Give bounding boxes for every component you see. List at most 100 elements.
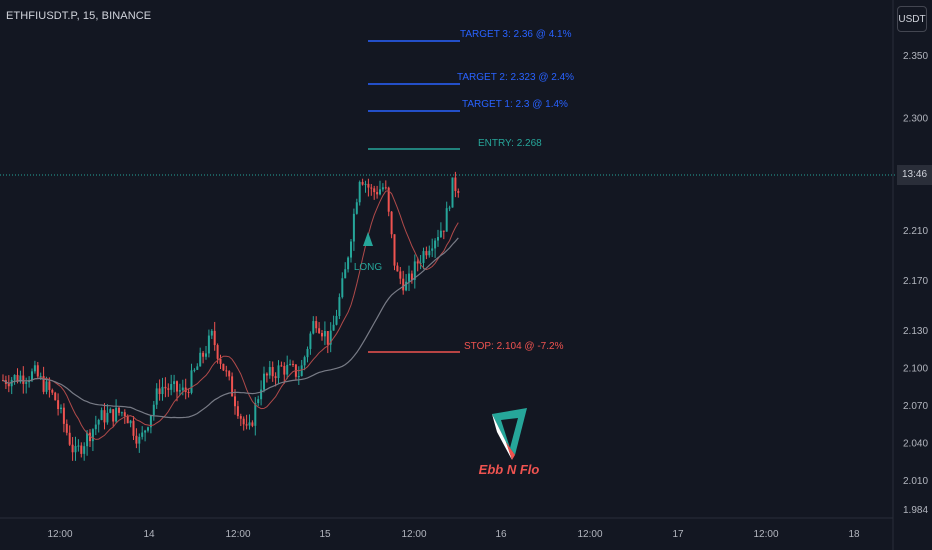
currency-selector[interactable]: USDT: [897, 6, 927, 32]
up-candle: [303, 357, 306, 366]
up-candle: [161, 386, 164, 395]
up-candle: [254, 403, 257, 426]
up-candle: [451, 177, 454, 208]
down-candle: [315, 321, 318, 329]
y-tick-label: 2.210: [903, 226, 928, 237]
up-candle: [422, 251, 425, 263]
down-candle: [390, 211, 393, 235]
x-tick-label: 12:00: [47, 529, 72, 540]
down-candle: [132, 420, 135, 436]
logo-wordmark: Ebb N Flo: [479, 462, 540, 477]
up-candle: [379, 189, 381, 195]
up-candle: [25, 382, 28, 384]
down-candle: [176, 381, 178, 392]
up-candle: [155, 388, 158, 405]
down-candle: [213, 330, 216, 346]
up-candle: [129, 420, 132, 424]
up-candle: [439, 230, 442, 238]
down-candle: [396, 265, 399, 272]
down-candle: [367, 183, 370, 188]
x-tick-label: 15: [319, 529, 331, 540]
down-candle: [318, 328, 321, 334]
down-candle: [373, 188, 376, 193]
up-candle: [152, 404, 155, 416]
entry-level-label: ENTRY: 2.268: [478, 138, 542, 149]
logo-red-shape: [506, 442, 515, 460]
down-candle: [228, 371, 231, 377]
y-tick-label: 2.010: [903, 476, 928, 487]
up-candle: [173, 381, 176, 385]
up-candle: [120, 412, 123, 414]
down-candle: [399, 271, 402, 279]
x-tick-label: 12:00: [577, 529, 602, 540]
up-candle: [431, 248, 434, 251]
up-candle: [77, 445, 80, 447]
up-candle: [100, 410, 103, 420]
up-candle: [193, 369, 196, 371]
down-candle: [112, 409, 115, 422]
ebb-n-flo-logo-icon: Ebb N Flo: [479, 408, 540, 477]
down-candle: [57, 400, 60, 410]
down-candle: [68, 432, 71, 445]
down-candle: [370, 187, 373, 189]
up-candle: [91, 429, 94, 442]
up-candle: [86, 432, 89, 447]
down-candle: [321, 333, 323, 337]
up-candle: [268, 367, 271, 376]
up-candle: [31, 371, 33, 381]
up-candle: [260, 389, 263, 400]
down-candle: [7, 383, 10, 387]
down-candle: [219, 358, 222, 364]
up-candle: [335, 316, 338, 325]
down-candle: [80, 445, 83, 454]
down-candle: [326, 331, 329, 345]
y-tick-label: 2.130: [903, 326, 928, 337]
up-candle: [60, 407, 62, 410]
slow-moving-average-line: [2, 237, 459, 419]
down-candle: [123, 412, 126, 417]
down-candle: [164, 386, 167, 389]
down-candle: [135, 435, 138, 444]
down-candle: [62, 407, 65, 424]
down-candle: [402, 278, 405, 291]
down-candle: [216, 345, 219, 359]
up-candle: [205, 353, 207, 357]
up-candle: [358, 181, 361, 203]
up-candle: [257, 399, 260, 404]
down-candle: [457, 191, 460, 193]
up-candle: [170, 384, 173, 390]
x-tick-label: 12:00: [753, 529, 778, 540]
up-candle: [210, 330, 213, 336]
up-candle: [13, 374, 16, 380]
triangle-up-icon: [363, 232, 373, 246]
down-candle: [361, 181, 364, 185]
down-candle: [51, 389, 54, 393]
stop-level-label: STOP: 2.104 @ -7.2%: [464, 341, 564, 352]
trade-levels: TARGET 3: 2.36 @ 4.1% TARGET 2: 2.323 @ 2…: [368, 29, 574, 353]
up-candle: [332, 324, 335, 331]
down-candle: [126, 416, 129, 424]
down-candle: [48, 381, 51, 390]
down-candle: [416, 261, 419, 264]
up-candle: [338, 297, 341, 317]
up-candle: [207, 335, 210, 354]
down-candle: [251, 422, 254, 426]
up-candle: [355, 202, 358, 214]
up-candle: [277, 365, 280, 379]
up-candle: [323, 331, 326, 337]
up-candle: [306, 348, 309, 358]
down-candle: [222, 363, 225, 371]
y-tick-label: 2.040: [903, 439, 928, 450]
x-tick-label: 12:00: [225, 529, 250, 540]
down-candle: [89, 432, 91, 442]
logo-white-shape: [492, 414, 512, 460]
up-candle: [350, 241, 352, 258]
down-candle: [118, 407, 120, 413]
symbol-title[interactable]: ETHFIUSDT.P, 15, BINANCE: [6, 10, 152, 22]
up-candle: [300, 365, 303, 377]
down-candle: [22, 375, 25, 384]
x-tick-label: 16: [495, 529, 507, 540]
y-tick-label: 2.070: [903, 401, 928, 412]
